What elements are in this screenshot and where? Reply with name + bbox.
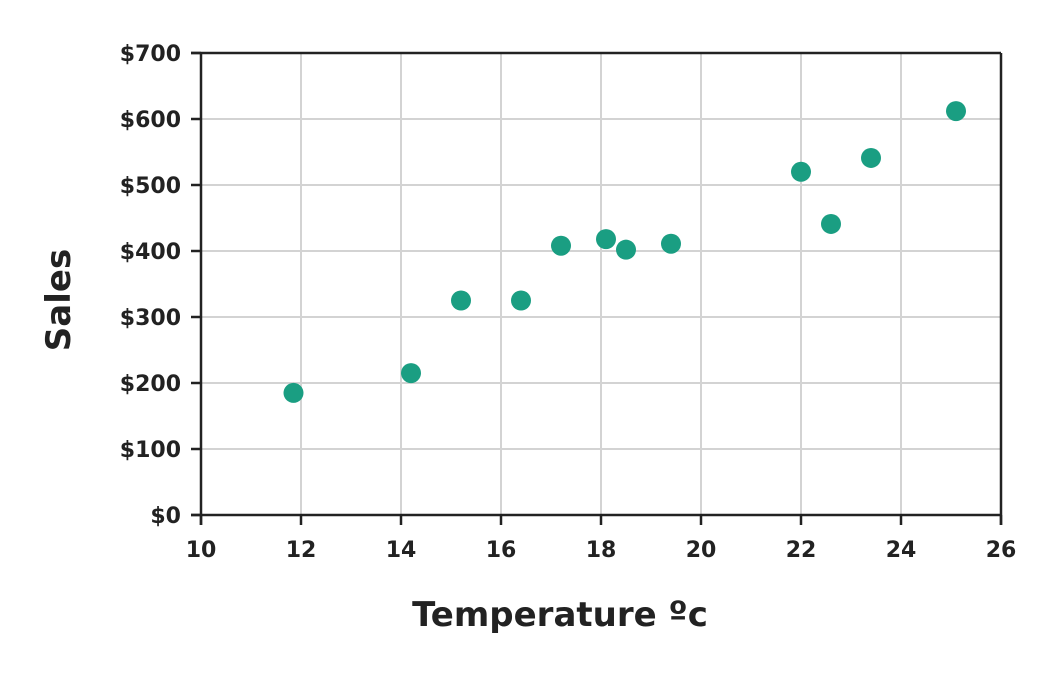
scatter-point <box>401 363 421 384</box>
scatter-point <box>596 229 616 250</box>
y-tick-label: $0 <box>150 504 181 529</box>
scatter-point <box>551 235 571 256</box>
y-tick-label: $300 <box>120 306 181 331</box>
x-axis-ticks: 10 12 14 16 18 20 22 24 26 <box>186 515 1017 563</box>
axes <box>191 51 1003 525</box>
scatter-point <box>821 213 841 234</box>
scatter-point <box>661 233 681 254</box>
y-tick-label: $400 <box>120 240 181 265</box>
grid-lines <box>200 52 1002 516</box>
data-points <box>283 101 966 403</box>
scatter-point <box>451 290 471 311</box>
x-tick-label: 26 <box>986 538 1017 563</box>
scatter-point <box>791 161 811 182</box>
scatter-point <box>861 147 881 168</box>
scatter-point <box>283 382 304 403</box>
x-tick-label: 18 <box>586 538 617 563</box>
x-tick-label: 16 <box>486 538 517 563</box>
scatter-point <box>511 290 531 311</box>
y-tick-label: $100 <box>120 438 181 463</box>
y-tick-label: $600 <box>120 108 181 133</box>
y-tick-label: $500 <box>120 174 181 199</box>
x-tick-label: 12 <box>286 538 317 563</box>
x-tick-label: 14 <box>386 538 417 563</box>
y-axis-title: Sales <box>39 249 79 351</box>
x-axis-title: Temperature ºc <box>412 595 708 635</box>
y-axis-ticks: $0 $100 $200 $300 $400 $500 $600 $700 <box>120 42 201 529</box>
x-tick-label: 10 <box>186 538 217 563</box>
x-tick-label: 24 <box>886 538 917 563</box>
scatter-point <box>616 239 636 260</box>
y-tick-label: $200 <box>120 372 181 397</box>
y-tick-label: $700 <box>120 42 181 67</box>
scatter-point <box>946 101 966 122</box>
x-tick-label: 22 <box>786 538 817 563</box>
x-tick-label: 20 <box>686 538 717 563</box>
